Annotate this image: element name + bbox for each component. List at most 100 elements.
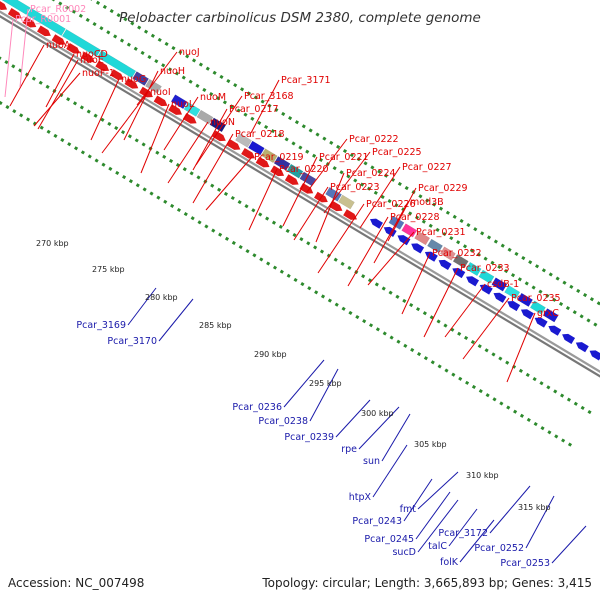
tick-dot1	[490, 260, 495, 265]
forward-gene-label-leader	[33, 72, 81, 127]
forward-gene-label: Pcar_0226	[366, 199, 416, 210]
tick-dot1	[257, 120, 262, 125]
feature-tracks	[0, 0, 600, 361]
tick-dot2	[525, 372, 530, 378]
kbp-tick-marks	[0, 0, 600, 447]
tick-dot0	[500, 243, 505, 248]
reverse-cog-block	[478, 269, 495, 284]
tick-dot3	[176, 207, 182, 213]
forward-gene-label: Pcar_0219	[254, 152, 304, 163]
reverse-cds	[548, 325, 562, 336]
tick-dot0	[576, 288, 581, 294]
tick-dot0	[336, 144, 341, 149]
tick-dot1	[318, 157, 324, 162]
tick-dot3	[231, 240, 236, 245]
forward-cds	[139, 86, 153, 98]
tick-dot1	[524, 281, 529, 286]
forward-gene-label: Pcar_3168	[244, 91, 294, 102]
reverse-cog-block	[491, 277, 508, 292]
tick-dot3	[417, 352, 422, 357]
tick-dot0	[281, 111, 286, 117]
forward-cds	[211, 130, 226, 142]
reverse-cog-block	[517, 292, 534, 307]
tick-dot3	[458, 376, 463, 381]
tick-dot3	[94, 158, 99, 163]
kbp-tick-label: 295 kbp	[309, 379, 342, 388]
tick-dot1	[58, 1, 63, 6]
reverse-cog-block	[439, 246, 456, 261]
tick-dot2	[79, 105, 84, 110]
tick-dot2	[429, 315, 434, 320]
forward-gene-label: Pcar_0231	[416, 227, 466, 238]
tick-dot3	[314, 290, 319, 295]
forward-cds	[255, 156, 270, 168]
forward-gene-label: Pcar_0221	[319, 152, 369, 163]
forward-gene-label-leader	[45, 53, 75, 108]
reverse-cds	[520, 309, 534, 320]
tick-dot3	[293, 277, 298, 283]
tick-dot2	[120, 130, 126, 135]
tick-dot2	[333, 257, 338, 262]
tick-dot0	[370, 165, 375, 170]
tick-dot3	[12, 109, 17, 114]
reverse-gene-label-leader	[415, 491, 451, 540]
tick-dot3	[465, 380, 470, 385]
reverse-gene-label: fmt	[400, 504, 417, 515]
tick-dot2	[299, 237, 304, 242]
tick-dot3	[190, 216, 195, 221]
reverse-gene-label: Pcar_3170	[107, 336, 157, 347]
reverse-cog-block	[504, 285, 521, 300]
kbp-tick-label: 285 kbp	[199, 321, 232, 330]
forward-cog-block	[247, 140, 265, 156]
tick-dot2	[93, 113, 98, 118]
tick-dot3	[156, 195, 161, 200]
tick-dot2	[292, 232, 297, 238]
forward-gene-label-leader	[195, 95, 243, 166]
tick-dot3	[279, 269, 284, 274]
tick-dot1	[421, 219, 426, 224]
tick-dot2	[223, 191, 229, 196]
tick-dot0	[480, 231, 485, 236]
tick-dot0	[294, 120, 300, 125]
forward-gene-label-leader	[9, 44, 45, 107]
tick-dot0	[178, 50, 183, 55]
forward-gene-label: Pcar_0227	[402, 162, 452, 173]
forward-gene-label: grxC	[537, 308, 559, 319]
forward-cds	[270, 165, 285, 177]
tick-dot0	[253, 95, 258, 100]
tick-dot0	[438, 206, 444, 211]
reverse-cds	[438, 259, 452, 270]
tick-dot3	[170, 203, 175, 208]
forward-cds	[95, 60, 110, 72]
forward-cog-block	[235, 132, 252, 148]
forward-gene-label-leader	[167, 121, 209, 184]
forward-cds	[168, 104, 183, 115]
tick-dot2	[285, 228, 290, 233]
tick-dot2	[271, 220, 277, 225]
tick-dot0	[308, 128, 313, 133]
tick-dot3	[499, 401, 504, 406]
tick-dot1	[284, 137, 289, 142]
tick-dot3	[259, 257, 264, 262]
tick-dot0	[459, 218, 464, 224]
reverse-gene-label: Pcar_0236	[232, 402, 282, 413]
tick-dot2	[237, 200, 242, 205]
forward-gene-label: nuoH	[160, 66, 185, 77]
tick-dot3	[122, 175, 127, 180]
reverse-gene-label: Pcar_3172	[438, 528, 488, 539]
forward-gene-label-leader	[444, 283, 486, 338]
tick-dot3	[513, 409, 518, 414]
tick-dot1	[312, 153, 317, 158]
forward-gene-label-leader	[387, 187, 417, 242]
tick-dot0	[198, 62, 203, 67]
tick-dot2	[347, 265, 352, 271]
tick-dot2	[395, 294, 400, 299]
reverse-cog-block	[465, 261, 482, 277]
tick-dot1	[78, 13, 83, 18]
forward-gene-label: nuoN	[210, 117, 235, 128]
tick-dot1	[483, 256, 488, 261]
tick-dot2	[100, 117, 105, 122]
forward-gene-label-leader	[423, 267, 459, 338]
tick-dot3	[451, 372, 456, 377]
tick-dot1	[373, 190, 378, 195]
